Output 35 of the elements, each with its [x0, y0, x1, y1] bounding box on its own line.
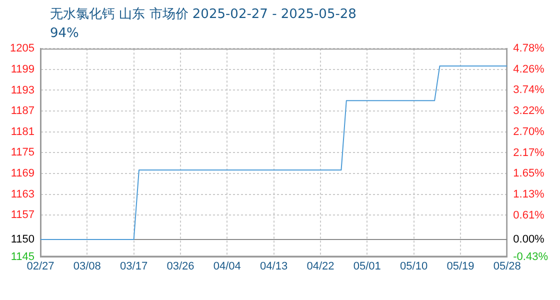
y-tick-label: 1175 [10, 146, 34, 159]
x-tick-label: 05/19 [446, 260, 474, 272]
y2-tick-label: 1.13% [513, 188, 545, 200]
y2-tick-label: 3.22% [513, 104, 545, 117]
y2-tick-label: 2.17% [513, 146, 545, 159]
y2-tick-label: 3.74% [513, 84, 545, 96]
x-tick-label: 04/22 [306, 260, 334, 272]
y-tick-label: 1145 [10, 250, 34, 263]
x-tick-label: 05/01 [353, 260, 381, 272]
y2-tick-label: -0.43% [513, 250, 548, 263]
y2-tick-label: 2.70% [513, 126, 545, 138]
x-tick-label: 02/27 [26, 260, 54, 272]
y-tick-label: 1193 [10, 84, 34, 96]
y-tick-label: 1205 [10, 42, 34, 55]
x-tick-label: 03/08 [73, 260, 101, 272]
y-tick-label: 1199 [10, 63, 34, 76]
y2-tick-label: 4.26% [513, 63, 545, 76]
y-tick-label: 1169 [10, 168, 34, 180]
y2-tick-label: 1.65% [513, 168, 545, 180]
x-tick-label: 05/10 [400, 260, 428, 272]
y-tick-label: 1157 [10, 209, 34, 222]
x-tick-label: 05/28 [493, 260, 521, 272]
y2-tick-label: 0.61% [513, 209, 545, 222]
y-tick-label: 1150 [10, 233, 34, 246]
chart-title: 无水氯化钙 山东 市场价 2025-02-27 - 2025-05-28 [50, 6, 356, 23]
y-tick-label: 1163 [10, 188, 34, 200]
x-tick-label: 04/04 [213, 260, 241, 272]
x-tick-label: 03/17 [120, 260, 148, 272]
chart-subtitle: 94% [50, 26, 79, 41]
y2-tick-label: 0.00% [513, 234, 545, 246]
x-tick-label: 04/13 [260, 260, 288, 272]
y2-tick-label: 4.78% [513, 42, 545, 55]
y-tick-label: 1187 [10, 105, 34, 118]
x-tick-label: 03/26 [166, 260, 194, 272]
y-tick-label: 1181 [10, 126, 34, 138]
